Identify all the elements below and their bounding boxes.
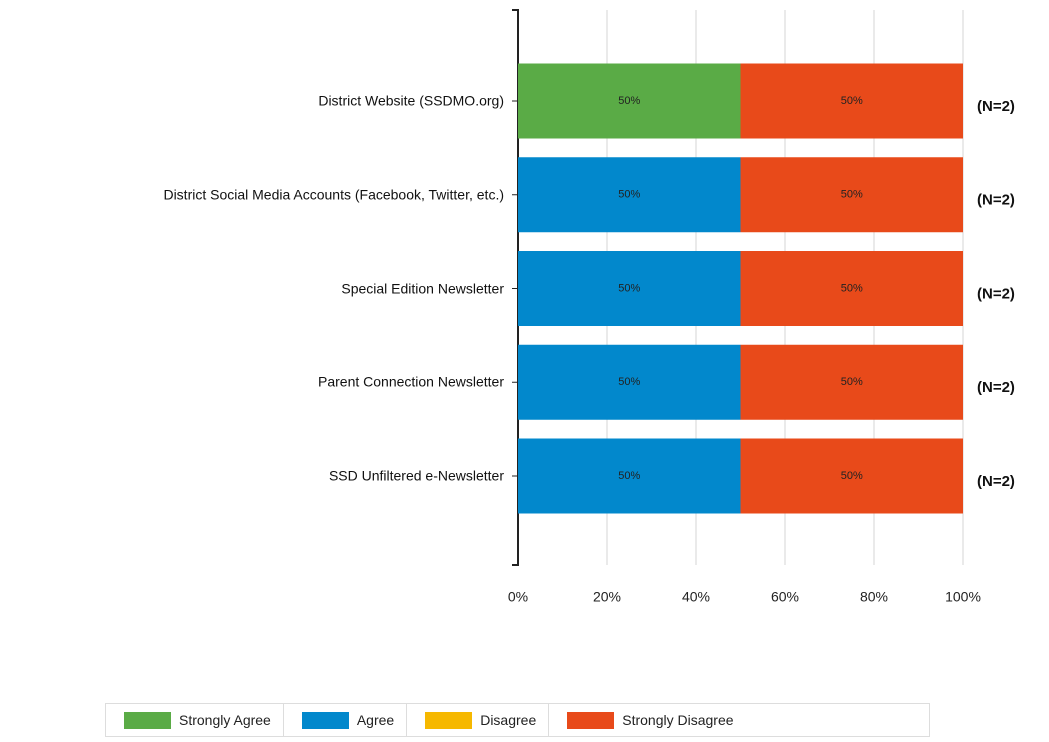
- data-label: 50%: [618, 189, 640, 201]
- legend-item: Strongly Disagree: [549, 704, 745, 736]
- legend: Strongly Agree Agree Disagree Strongly Disa…: [105, 703, 930, 737]
- x-tick-label: 100%: [945, 589, 981, 605]
- category-label: Special Edition Newsletter: [341, 280, 504, 296]
- n-label: (N=2): [977, 473, 1015, 490]
- data-label: 50%: [841, 189, 863, 201]
- n-label: (N=2): [977, 98, 1015, 115]
- bar-segment: [740, 251, 963, 326]
- data-label: 50%: [841, 376, 863, 388]
- data-label: 50%: [618, 282, 640, 294]
- x-tick-label: 0%: [508, 589, 528, 605]
- legend-label: Disagree: [480, 712, 537, 728]
- data-label: 50%: [618, 470, 640, 482]
- legend-swatch: [124, 711, 171, 729]
- legend-swatch: [301, 711, 349, 729]
- x-tick-label: 60%: [771, 589, 799, 605]
- bar-segment: [518, 251, 741, 326]
- legend-item: Agree: [284, 704, 408, 736]
- n-label: (N=2): [977, 192, 1015, 209]
- data-label: 50%: [841, 470, 863, 482]
- x-tick-label: 40%: [682, 589, 710, 605]
- bar-segment: [740, 157, 963, 233]
- x-tick-label: 80%: [860, 589, 888, 605]
- x-tick-label: 20%: [593, 589, 621, 605]
- bar-segment: [518, 344, 741, 420]
- legend-swatch: [425, 711, 473, 729]
- legend-label: Strongly Agree: [179, 712, 271, 728]
- bar-segment: [518, 157, 741, 233]
- data-label: 50%: [841, 95, 863, 107]
- data-label: 50%: [841, 282, 863, 294]
- category-label: District Website (SSDMO.org): [318, 92, 504, 109]
- category-label: Parent Connection Newsletter: [318, 373, 504, 390]
- data-label: 50%: [618, 376, 640, 388]
- legend-item: Strongly Agree: [106, 704, 284, 736]
- n-label: (N=2): [977, 285, 1015, 302]
- bar-segment: [518, 438, 741, 514]
- bar-segment: [740, 438, 963, 514]
- legend-label: Strongly Disagree: [622, 712, 734, 728]
- bar-segment: [740, 63, 963, 139]
- legend-item: Disagree: [407, 704, 550, 736]
- n-label: (N=2): [977, 379, 1015, 396]
- bar-segment: [518, 63, 741, 139]
- legend-swatch: [567, 711, 615, 729]
- category-label: District Social Media Accounts (Facebook…: [163, 186, 504, 203]
- legend-label: Agree: [356, 712, 395, 728]
- bar-segment: [740, 344, 963, 420]
- category-label: SSD Unfiltered e-Newsletter: [328, 467, 504, 484]
- data-label: 50%: [618, 95, 640, 107]
